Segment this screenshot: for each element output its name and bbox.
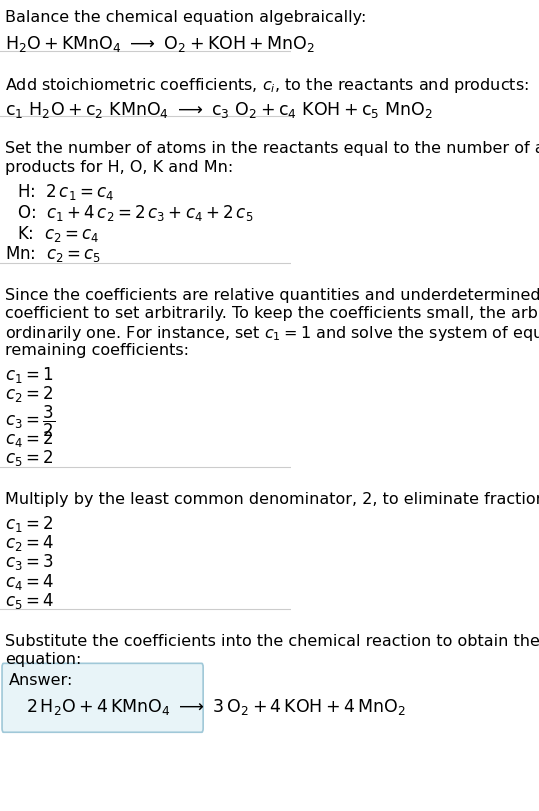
Text: coefficient to set arbitrarily. To keep the coefficients small, the arbitrary va: coefficient to set arbitrarily. To keep …	[5, 306, 539, 320]
Text: Mn:  $c_2 = c_5$: Mn: $c_2 = c_5$	[5, 244, 101, 264]
Text: equation:: equation:	[5, 651, 81, 667]
Text: $c_4 = 2$: $c_4 = 2$	[5, 429, 54, 448]
Text: H:  $2\,c_1 = c_4$: H: $2\,c_1 = c_4$	[17, 182, 115, 202]
Text: Set the number of atoms in the reactants equal to the number of atoms in the: Set the number of atoms in the reactants…	[5, 141, 539, 156]
Text: Balance the chemical equation algebraically:: Balance the chemical equation algebraica…	[5, 10, 367, 25]
Text: $c_4 = 4$: $c_4 = 4$	[5, 571, 54, 591]
Text: Multiply by the least common denominator, 2, to eliminate fractional coefficient: Multiply by the least common denominator…	[5, 491, 539, 506]
Text: $c_3 = 3$: $c_3 = 3$	[5, 551, 54, 572]
Text: $\mathrm{2\,H_2O + 4\,KMnO_4 \ \longrightarrow \ 3\,O_2 + 4\,KOH + 4\,MnO_2}$: $\mathrm{2\,H_2O + 4\,KMnO_4 \ \longrigh…	[26, 697, 406, 716]
Text: Answer:: Answer:	[9, 672, 73, 688]
Text: remaining coefficients:: remaining coefficients:	[5, 342, 189, 358]
Text: $c_5 = 4$: $c_5 = 4$	[5, 590, 54, 610]
Text: $c_5 = 2$: $c_5 = 2$	[5, 448, 54, 468]
Text: $c_2 = 2$: $c_2 = 2$	[5, 384, 54, 404]
Text: K:  $c_2 = c_4$: K: $c_2 = c_4$	[17, 223, 100, 243]
Text: $\mathrm{c_1\ H_2O + c_2\ KMnO_4 \ \longrightarrow \ c_3\ O_2 + c_4\ KOH + c_5\ : $\mathrm{c_1\ H_2O + c_2\ KMnO_4 \ \long…	[5, 100, 433, 119]
Text: O:  $c_1 + 4\,c_2 = 2\,c_3 + c_4 + 2\,c_5$: O: $c_1 + 4\,c_2 = 2\,c_3 + c_4 + 2\,c_5…	[17, 203, 254, 222]
Text: Since the coefficients are relative quantities and underdetermined, choose a: Since the coefficients are relative quan…	[5, 287, 539, 303]
Text: Add stoichiometric coefficients, $c_i$, to the reactants and products:: Add stoichiometric coefficients, $c_i$, …	[5, 75, 529, 95]
Text: $c_3 = \dfrac{3}{2}$: $c_3 = \dfrac{3}{2}$	[5, 403, 56, 438]
Text: ordinarily one. For instance, set $c_1 = 1$ and solve the system of equations fo: ordinarily one. For instance, set $c_1 =…	[5, 324, 539, 343]
FancyBboxPatch shape	[2, 663, 203, 732]
Text: $c_1 = 2$: $c_1 = 2$	[5, 513, 54, 534]
Text: products for H, O, K and Mn:: products for H, O, K and Mn:	[5, 160, 233, 174]
Text: Substitute the coefficients into the chemical reaction to obtain the balanced: Substitute the coefficients into the che…	[5, 633, 539, 648]
Text: $\mathrm{H_2O + KMnO_4 \ \longrightarrow \ O_2 + KOH + MnO_2}$: $\mathrm{H_2O + KMnO_4 \ \longrightarrow…	[5, 34, 315, 54]
Text: $c_2 = 4$: $c_2 = 4$	[5, 533, 54, 552]
Text: $c_1 = 1$: $c_1 = 1$	[5, 365, 54, 384]
